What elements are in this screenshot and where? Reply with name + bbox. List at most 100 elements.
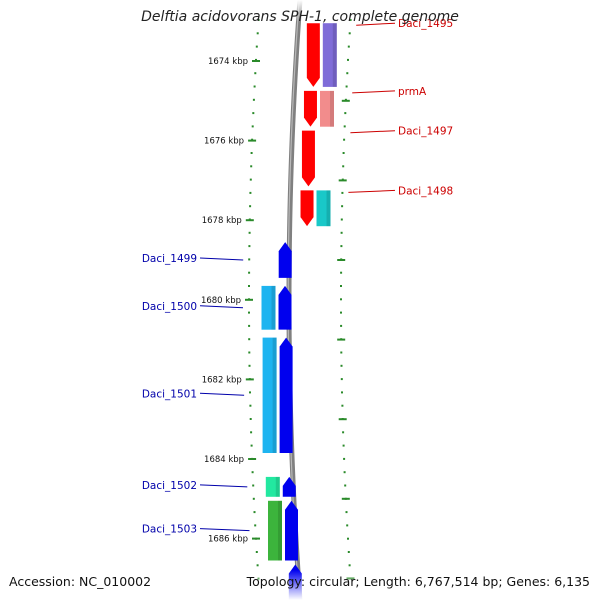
gene-label: Daci_1502 [142, 480, 197, 492]
genome-summary-text: Topology: circular; Length: 6,767,514 bp… [246, 574, 590, 589]
scale-dot-left [248, 324, 251, 327]
scale-dot-right [343, 138, 346, 141]
gene-leader-line [352, 90, 396, 94]
major-tick-left [248, 458, 257, 460]
major-tick-left [252, 537, 260, 540]
cog-block-shade [278, 500, 282, 561]
scale-dot-left [249, 418, 252, 420]
scale-dot-left [249, 178, 252, 181]
scale-tick-label: 1674 kbp [208, 57, 248, 67]
gene-arrow [278, 242, 292, 278]
scale-dot-right [347, 58, 349, 61]
scale-dot-right [340, 245, 343, 248]
scale-dot-left [248, 245, 251, 248]
scale-dot-right [344, 112, 347, 115]
scale-dot-left [255, 58, 257, 61]
scale-dot-right [340, 311, 342, 314]
scale-dot-left [250, 152, 253, 154]
gene-leader-line [356, 22, 396, 26]
scale-dot-right [340, 231, 343, 234]
scale-dot-right [343, 457, 346, 460]
gene-leader-line [350, 130, 396, 134]
scale-dot-left [250, 444, 253, 447]
scale-dot-right [347, 537, 349, 540]
gene-arrow [278, 285, 292, 330]
scale-tick-label: 1684 kbp [204, 455, 244, 465]
scale-dot-right [342, 444, 345, 447]
scale-dot-right [340, 271, 343, 274]
cog-block [322, 23, 337, 87]
scale-dot-right [343, 471, 346, 474]
top-fade [0, 0, 600, 22]
major-tick-right [338, 179, 347, 182]
scale-dot-left [250, 431, 253, 434]
cog-block-shade [275, 476, 280, 497]
major-tick-left [245, 298, 253, 301]
scale-dot-right [348, 564, 351, 567]
scale-dot-right [344, 484, 347, 487]
scale-dot-left [253, 85, 256, 88]
gene-leader-line [348, 189, 396, 193]
scale-tick-label: 1678 kbp [202, 216, 242, 226]
scale-dot-right [340, 378, 343, 381]
scale-dot-right [341, 205, 344, 208]
major-tick-right [341, 497, 350, 500]
scale-dot-left [252, 484, 255, 487]
scale-dot-left [248, 311, 250, 314]
major-tick-left [248, 139, 257, 142]
gene-label: Daci_1501 [142, 388, 197, 400]
scale-dot-left [252, 112, 255, 115]
scale-dot-right [340, 218, 343, 221]
scale-dot-left [248, 231, 251, 234]
scale-dot-left [251, 125, 254, 128]
scale-dot-left [252, 98, 255, 101]
scale-dot-left [249, 404, 252, 407]
scale-dot-left [255, 45, 258, 48]
gene-leader-line [199, 528, 250, 532]
cog-block [262, 337, 277, 453]
map-title: Delftia acidovorans SPH-1, complete geno… [141, 9, 459, 25]
scale-dot-left [248, 351, 251, 354]
scale-tick-label: 1676 kbp [204, 137, 244, 147]
scale-dot-right [346, 524, 349, 527]
gene-leader-line [199, 392, 245, 396]
major-tick-right [337, 259, 346, 261]
major-tick-left [245, 219, 254, 222]
scale-dot-right [342, 165, 345, 168]
scale-dot-left [255, 551, 258, 553]
scale-dot-right [340, 298, 342, 301]
scale-dot-left [250, 165, 253, 168]
scale-tick-label: 1682 kbp [202, 375, 242, 385]
gene-label: Daci_1497 [398, 126, 453, 138]
scale-dot-left [256, 564, 259, 567]
scale-dot-left [251, 471, 254, 474]
genes-layer [261, 23, 337, 605]
cog-block [316, 190, 331, 227]
scale-dot-right [348, 32, 351, 35]
scale-tick-label: 1686 kbp [208, 535, 248, 545]
gene-arrow [285, 500, 299, 561]
cog-block [261, 285, 276, 330]
gene-leader-line [199, 484, 248, 488]
scale-dot-left [256, 32, 259, 35]
gene-label: Daci_1498 [398, 185, 453, 197]
accession-text: Accession: NC_010002 [9, 574, 152, 589]
gene-arrow [306, 23, 320, 87]
major-tick-left [252, 60, 260, 62]
cog-block [265, 476, 280, 497]
labels-layer: 1674 kbp 1676 kbp 1678 kbp 1680 kbp 1682 kbp… [142, 18, 453, 544]
scale-dot-left [249, 205, 252, 208]
scale-tick-label: 1680 kbp [201, 296, 241, 306]
scale-dot-left [254, 72, 257, 75]
scale-dot-left [249, 191, 252, 194]
scale-dot-right [343, 125, 346, 128]
scale-dot-left [248, 271, 251, 274]
tick-dots-layer [245, 19, 355, 580]
gene-label: Daci_1499 [142, 253, 197, 265]
cog-block-shade [272, 337, 277, 453]
scale-dot-right [347, 551, 350, 553]
scale-dot-left [248, 258, 251, 261]
scale-dot-left [248, 364, 251, 367]
